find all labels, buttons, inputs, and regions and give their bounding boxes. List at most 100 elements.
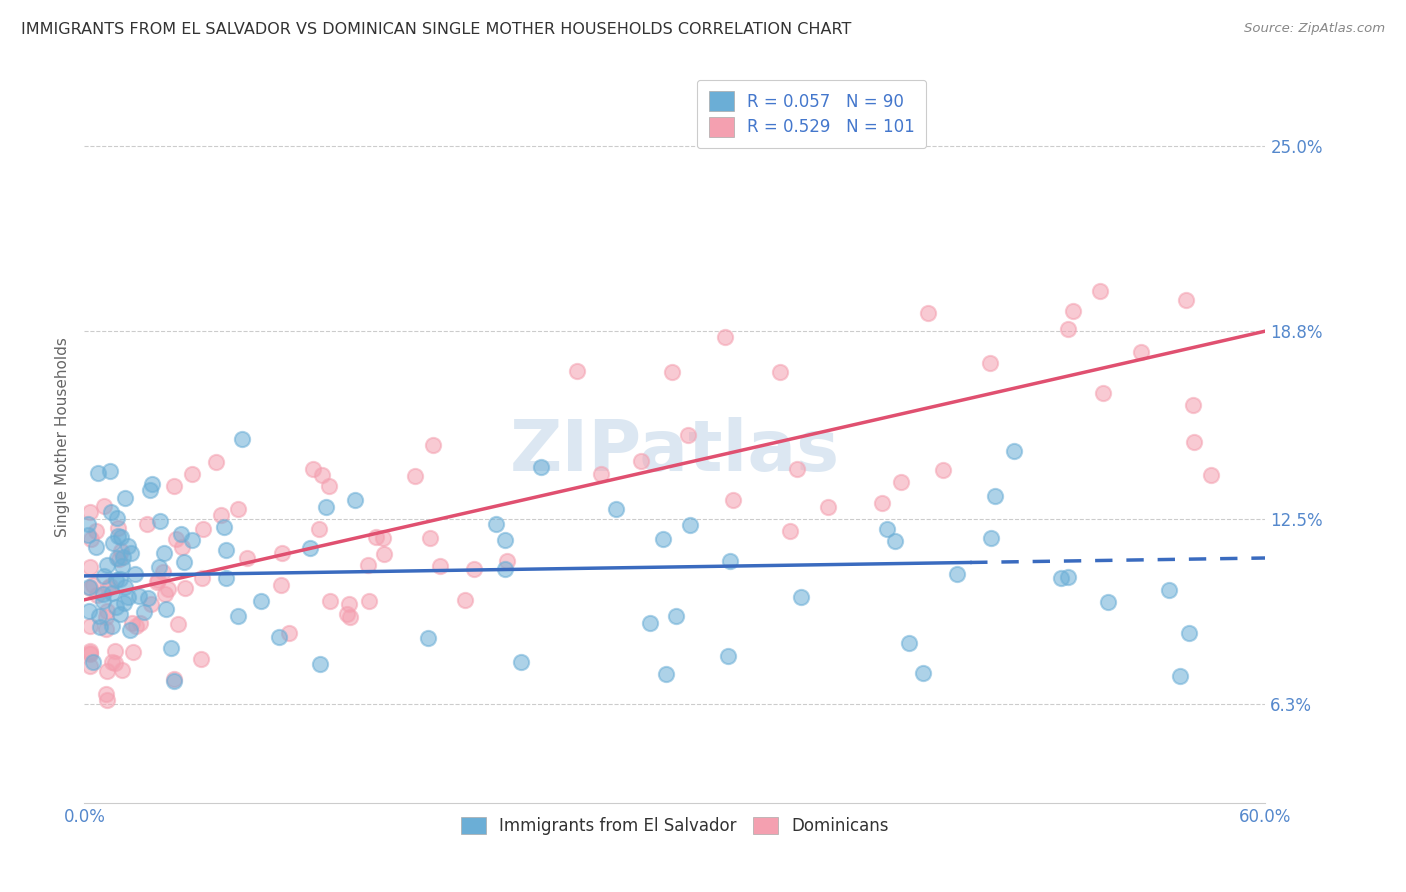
Point xyxy=(898,636,921,650)
Point xyxy=(416,631,439,645)
Point xyxy=(655,667,678,681)
Point xyxy=(308,523,330,537)
Text: IMMIGRANTS FROM EL SALVADOR VS DOMINICAN SINGLE MOTHER HOUSEHOLDS CORRELATION CH: IMMIGRANTS FROM EL SALVADOR VS DOMINICAN… xyxy=(21,22,852,37)
Point xyxy=(93,569,115,583)
Point xyxy=(226,609,249,624)
Point xyxy=(510,655,533,669)
Point xyxy=(1182,434,1205,449)
Point xyxy=(138,483,160,497)
Point xyxy=(1057,570,1080,584)
Point xyxy=(318,594,340,608)
Point xyxy=(270,578,292,592)
Point xyxy=(817,500,839,515)
Point xyxy=(120,546,142,560)
Point xyxy=(1199,467,1222,482)
Point xyxy=(786,462,808,476)
Point xyxy=(318,479,340,493)
Point xyxy=(298,541,321,555)
Point xyxy=(1174,293,1197,308)
Point xyxy=(79,505,101,519)
Point xyxy=(357,594,380,608)
Point xyxy=(139,597,162,611)
Point xyxy=(917,306,939,320)
Point xyxy=(129,616,152,631)
Point xyxy=(169,527,191,541)
Point xyxy=(209,508,232,522)
Point xyxy=(945,567,967,582)
Point xyxy=(121,616,143,631)
Point xyxy=(84,540,107,554)
Point xyxy=(96,558,118,572)
Point xyxy=(163,479,186,493)
Point xyxy=(79,658,101,673)
Point xyxy=(174,581,197,595)
Point xyxy=(79,619,101,633)
Point xyxy=(630,454,652,468)
Point xyxy=(494,533,516,547)
Point xyxy=(94,622,117,636)
Point xyxy=(124,566,146,581)
Point xyxy=(149,514,172,528)
Point xyxy=(676,428,699,442)
Point xyxy=(125,618,148,632)
Point xyxy=(108,572,131,586)
Point xyxy=(302,461,325,475)
Point xyxy=(136,517,159,532)
Text: ZIPatlas: ZIPatlas xyxy=(510,417,839,486)
Point xyxy=(1182,398,1205,412)
Point xyxy=(494,562,516,576)
Point xyxy=(98,579,121,593)
Point xyxy=(89,620,111,634)
Point xyxy=(1090,285,1112,299)
Point xyxy=(205,455,228,469)
Point xyxy=(371,531,394,545)
Point xyxy=(97,581,120,595)
Point xyxy=(721,493,744,508)
Point xyxy=(93,499,115,513)
Point xyxy=(1157,583,1180,598)
Point xyxy=(278,626,301,640)
Point xyxy=(165,532,187,546)
Point xyxy=(1062,304,1084,318)
Point xyxy=(404,469,426,483)
Point xyxy=(110,530,132,544)
Point xyxy=(173,555,195,569)
Point xyxy=(114,580,136,594)
Point xyxy=(315,500,337,514)
Point xyxy=(1049,571,1071,585)
Point xyxy=(1002,443,1025,458)
Point xyxy=(454,592,477,607)
Point xyxy=(94,610,117,624)
Point xyxy=(190,652,212,666)
Point xyxy=(101,535,124,549)
Point xyxy=(163,673,186,688)
Point xyxy=(167,616,190,631)
Point xyxy=(180,533,202,548)
Point xyxy=(713,329,735,343)
Point xyxy=(191,522,214,536)
Point xyxy=(87,466,110,480)
Point xyxy=(153,546,176,560)
Point xyxy=(983,489,1005,503)
Point xyxy=(226,501,249,516)
Point xyxy=(117,539,139,553)
Point xyxy=(104,643,127,657)
Y-axis label: Single Mother Households: Single Mother Households xyxy=(55,337,70,537)
Point xyxy=(105,511,128,525)
Point xyxy=(678,518,700,533)
Point xyxy=(77,604,100,618)
Point xyxy=(148,560,170,574)
Point xyxy=(640,615,662,630)
Point xyxy=(429,558,451,573)
Point xyxy=(136,591,159,606)
Point xyxy=(718,554,741,568)
Point xyxy=(100,505,122,519)
Point xyxy=(191,571,214,585)
Point xyxy=(419,532,441,546)
Point xyxy=(157,582,180,596)
Legend: Immigrants from El Salvador, Dominicans: Immigrants from El Salvador, Dominicans xyxy=(454,811,896,842)
Point xyxy=(152,566,174,580)
Point xyxy=(86,588,108,602)
Point xyxy=(117,590,139,604)
Point xyxy=(1097,595,1119,609)
